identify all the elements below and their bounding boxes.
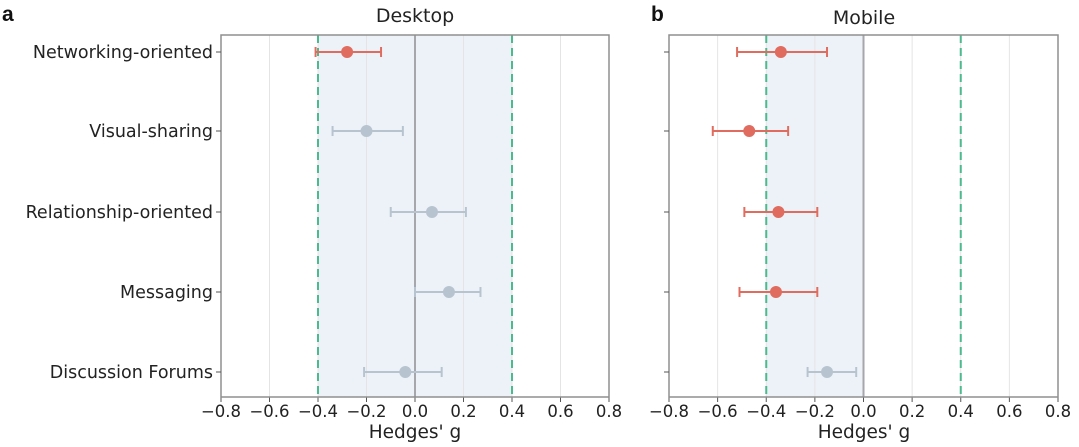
point-marker xyxy=(425,206,438,218)
data-point-mobile-relationship-oriented xyxy=(743,206,819,218)
x-tick-label-desktop: 0.8 xyxy=(596,402,622,421)
data-point-desktop-discussion-forums xyxy=(363,366,443,378)
panel-mobile: −0.8 −0.6 −0.4 −0.2 0.0 0.2 0.4 0.6 0.8b Mobile … xyxy=(649,3,1071,443)
category-label-networking-oriented: Networking-oriented xyxy=(33,43,213,63)
point-marker xyxy=(341,46,354,58)
x-tick-label-desktop: 0.0 xyxy=(402,402,428,421)
x-tick-label-mobile: −0.8 xyxy=(649,402,689,421)
plot-frame-desktop xyxy=(220,34,610,398)
x-tick-label-desktop: 0.4 xyxy=(499,402,525,421)
data-point-desktop-messaging xyxy=(414,286,482,298)
plot-area-desktop: −0.8 −0.6 −0.4 −0.2 0.0 0.2 0.4 0.6 0.8 Networkin… xyxy=(26,34,622,421)
x-tick-label-mobile: 0.4 xyxy=(948,402,974,421)
x-tick-label-mobile: 0.6 xyxy=(996,402,1022,421)
x-tick-label-mobile: −0.4 xyxy=(746,402,786,421)
panel-desktop: −0.8 −0.6 −0.4 −0.2 0.0 0.2 0.4 0.6 0.8 Networkin… xyxy=(2,3,622,443)
category-label-messaging: Messaging xyxy=(120,283,213,303)
plot-area-mobile: −0.8 −0.6 −0.4 −0.2 0.0 0.2 0.4 0.6 0.8 xyxy=(649,34,1071,421)
data-point-desktop-visual-sharing xyxy=(331,125,404,137)
point-marker xyxy=(743,125,756,137)
data-point-mobile-visual-sharing xyxy=(711,125,790,137)
x-tick-label-desktop: −0.2 xyxy=(346,402,386,421)
data-point-mobile-discussion-forums xyxy=(806,366,858,378)
x-axis-label-desktop: Hedges' g xyxy=(369,422,462,443)
data-point-mobile-networking-oriented xyxy=(736,46,829,58)
x-tick-label-mobile: 0.8 xyxy=(1045,402,1071,421)
panel-title-mobile: Mobile xyxy=(833,7,895,29)
x-tick-label-mobile: 0.0 xyxy=(850,402,876,421)
point-marker xyxy=(399,366,412,378)
point-marker xyxy=(360,125,373,137)
x-tick-label-desktop: 0.2 xyxy=(450,402,476,421)
category-label-discussion-forums: Discussion Forums xyxy=(50,363,213,383)
x-tick-label-desktop: 0.6 xyxy=(547,402,573,421)
data-point-desktop-relationship-oriented xyxy=(389,206,467,218)
x-tick-label-desktop: −0.8 xyxy=(201,402,241,421)
category-label-visual-sharing: Visual-sharing xyxy=(89,122,213,142)
point-marker xyxy=(774,46,787,58)
category-label-relationship-oriented: Relationship-oriented xyxy=(26,203,213,223)
point-marker xyxy=(769,286,782,298)
panel-letter-b: b xyxy=(651,3,664,26)
plot-frame-mobile xyxy=(668,34,1059,398)
x-tick-label-desktop: −0.4 xyxy=(298,402,338,421)
x-tick-label-desktop: −0.6 xyxy=(249,402,289,421)
data-point-mobile-messaging xyxy=(738,286,819,298)
x-tick-label-mobile: −0.6 xyxy=(698,402,738,421)
x-tick-label-mobile: −0.2 xyxy=(795,402,835,421)
x-axis-label-mobile: Hedges' g xyxy=(818,422,911,443)
data-point-desktop-networking-oriented xyxy=(314,46,383,58)
point-marker xyxy=(442,286,455,298)
point-marker xyxy=(772,206,785,218)
point-marker xyxy=(821,366,834,378)
panel-title-desktop: Desktop xyxy=(376,5,454,27)
panel-letter-a: a xyxy=(2,3,14,26)
x-tick-label-mobile: 0.2 xyxy=(899,402,925,421)
